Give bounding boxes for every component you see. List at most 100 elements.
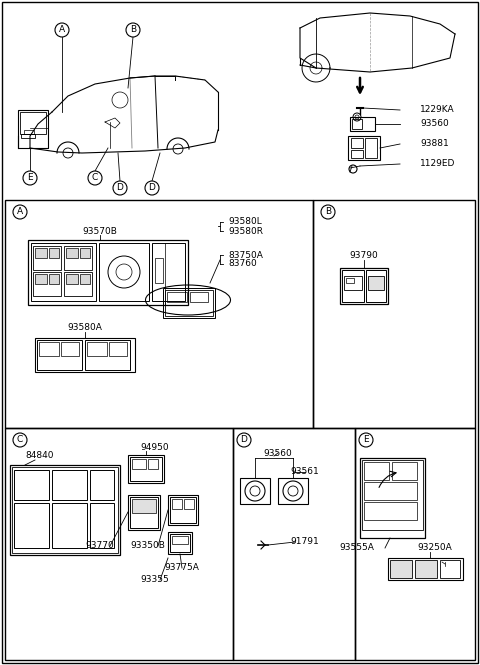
Bar: [132, 459, 146, 469]
Bar: [163, 288, 215, 318]
Bar: [172, 499, 182, 509]
Bar: [233, 428, 355, 660]
Bar: [128, 495, 160, 530]
Bar: [152, 243, 185, 301]
Text: 93775A: 93775A: [165, 563, 199, 573]
Bar: [368, 276, 384, 290]
Text: 93555A: 93555A: [339, 543, 374, 553]
Bar: [130, 457, 162, 481]
Circle shape: [13, 205, 27, 219]
Bar: [49, 274, 59, 284]
Bar: [21, 134, 35, 138]
Circle shape: [88, 171, 102, 185]
Bar: [355, 428, 475, 660]
Text: 93770: 93770: [85, 541, 114, 551]
Text: 93570B: 93570B: [83, 227, 118, 235]
Bar: [80, 248, 90, 258]
Circle shape: [126, 23, 140, 37]
Bar: [388, 558, 463, 580]
Bar: [52, 503, 87, 548]
Bar: [148, 459, 158, 469]
Bar: [364, 482, 417, 500]
Bar: [18, 110, 48, 148]
Bar: [35, 274, 47, 284]
Bar: [90, 503, 114, 548]
Text: 91791: 91791: [290, 537, 319, 547]
Text: 93580R: 93580R: [228, 227, 263, 235]
Bar: [344, 276, 362, 290]
Text: 1129ED: 1129ED: [420, 160, 456, 168]
Circle shape: [145, 181, 159, 195]
Text: A: A: [17, 207, 23, 217]
Bar: [80, 274, 90, 284]
Bar: [61, 342, 79, 356]
Bar: [240, 478, 270, 504]
Text: 94950: 94950: [141, 442, 169, 452]
Circle shape: [113, 181, 127, 195]
Text: 93355: 93355: [141, 575, 169, 585]
Bar: [352, 119, 362, 129]
Circle shape: [13, 433, 27, 447]
Circle shape: [55, 23, 69, 37]
Bar: [33, 246, 61, 270]
Text: D: D: [240, 436, 247, 444]
Bar: [14, 470, 49, 500]
Bar: [24, 130, 34, 134]
Bar: [168, 532, 192, 554]
Bar: [109, 342, 127, 356]
Bar: [31, 243, 96, 301]
Bar: [351, 138, 363, 148]
Bar: [440, 560, 460, 578]
Text: C: C: [17, 436, 23, 444]
Bar: [390, 560, 412, 578]
Bar: [165, 290, 213, 316]
Bar: [39, 342, 59, 356]
Circle shape: [23, 171, 37, 185]
Bar: [37, 340, 82, 370]
Bar: [35, 248, 47, 258]
Bar: [99, 243, 149, 301]
Text: D: D: [117, 184, 123, 192]
Bar: [348, 136, 380, 160]
Bar: [28, 240, 188, 305]
Text: 93560: 93560: [420, 120, 449, 128]
Bar: [14, 503, 49, 548]
Bar: [392, 462, 417, 480]
Bar: [168, 495, 198, 525]
Text: 93560: 93560: [264, 448, 292, 458]
Bar: [351, 150, 363, 158]
Bar: [20, 112, 46, 134]
Bar: [170, 534, 190, 552]
Bar: [415, 560, 437, 578]
Bar: [49, 248, 59, 258]
Text: 93580A: 93580A: [68, 323, 102, 332]
Bar: [90, 470, 114, 500]
Text: 83760: 83760: [228, 259, 257, 269]
Bar: [364, 462, 389, 480]
Text: B: B: [325, 207, 331, 217]
Bar: [33, 272, 61, 296]
Bar: [35, 338, 135, 372]
Bar: [10, 465, 120, 555]
Text: D: D: [149, 184, 156, 192]
Text: E: E: [363, 436, 369, 444]
Text: 83750A: 83750A: [228, 251, 263, 259]
Text: C: C: [92, 174, 98, 182]
Bar: [278, 478, 308, 504]
Bar: [342, 270, 364, 302]
Bar: [364, 502, 417, 520]
Bar: [52, 470, 87, 500]
Bar: [128, 455, 164, 483]
Bar: [340, 268, 388, 304]
Bar: [87, 342, 107, 356]
Circle shape: [321, 205, 335, 219]
Bar: [346, 278, 354, 283]
Bar: [64, 272, 92, 296]
Bar: [362, 460, 423, 530]
Circle shape: [353, 113, 361, 121]
Text: A: A: [59, 25, 65, 35]
Bar: [5, 428, 233, 660]
Text: 93350B: 93350B: [131, 541, 166, 551]
Text: 1229KA: 1229KA: [420, 106, 455, 114]
Text: 84840: 84840: [26, 452, 54, 460]
